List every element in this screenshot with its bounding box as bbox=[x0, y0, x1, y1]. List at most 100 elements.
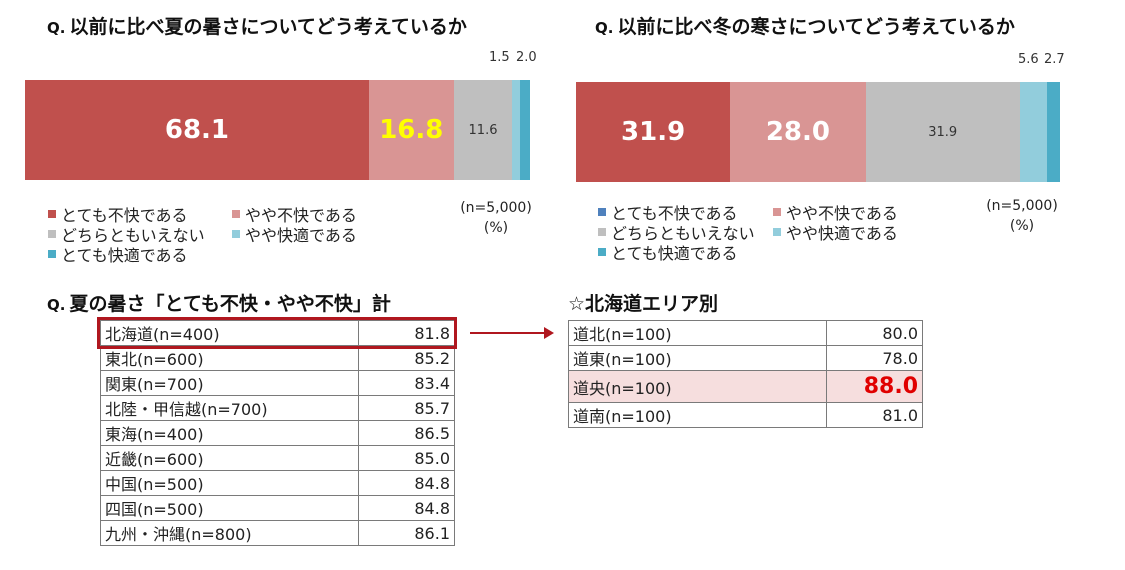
value-cell: 85.2 bbox=[358, 345, 455, 371]
summer-chart-title-prefix: Q. bbox=[47, 19, 66, 37]
winter-unit: (%) bbox=[1009, 218, 1035, 234]
legend-swatch bbox=[48, 230, 56, 238]
region-cell: 近畿(n=600) bbox=[100, 445, 359, 471]
legend-label: とても不快である bbox=[611, 204, 738, 223]
summer-small-label-2: 2.0 bbox=[516, 50, 537, 65]
winter-bar-segment-3 bbox=[1019, 82, 1047, 182]
hokkaido-highlight-box bbox=[97, 317, 457, 349]
summer-chart-title: Q. 以前に比べ夏の暑さについてどう考えているか bbox=[47, 12, 467, 39]
value-cell: 83.4 bbox=[358, 370, 455, 396]
table-row: 中国(n=500) 84.8 bbox=[100, 470, 455, 496]
winter-chart-title-text: 以前に比べ冬の寒さについてどう考えているか bbox=[617, 16, 1015, 38]
table-row: 四国(n=500) 84.8 bbox=[100, 495, 455, 521]
area-cell: 道南(n=100) bbox=[568, 402, 827, 428]
winter-legend-item-neither: どちらともいえない bbox=[598, 220, 755, 244]
summer-stacked-bar: 68.1 16.8 11.6 bbox=[25, 80, 530, 180]
area-cell: 道東(n=100) bbox=[568, 345, 827, 371]
winter-bar-segment-2: 31.9 bbox=[865, 82, 1020, 182]
region-table: 北海道(n=400) 81.8 東北(n=600) 85.2 関東(n=700) 83… bbox=[100, 320, 455, 546]
table-row: 東北(n=600) 85.2 bbox=[100, 345, 455, 371]
summer-bar-segment-3 bbox=[512, 80, 520, 180]
legend-label: とても不快である bbox=[61, 206, 188, 225]
table-row: 関東(n=700) 83.4 bbox=[100, 370, 455, 396]
legend-swatch bbox=[48, 250, 56, 258]
hokkaido-table-title: ☆北海道エリア別 bbox=[568, 289, 718, 316]
value-cell: 80.0 bbox=[826, 320, 923, 346]
summer-legend-item-very-uncomfortable: とても不快である bbox=[48, 202, 188, 226]
summer-bar-segment-4 bbox=[519, 80, 530, 180]
value-cell: 85.0 bbox=[358, 445, 455, 471]
summer-legend-item-somewhat-comfortable: やや快適である bbox=[232, 222, 357, 246]
value-cell: 78.0 bbox=[826, 345, 923, 371]
table-row: 道北(n=100) 80.0 bbox=[568, 320, 923, 346]
summer-sample-size: (n=5,000) bbox=[460, 200, 532, 216]
legend-label: やや快適である bbox=[245, 226, 357, 245]
legend-label: とても快適である bbox=[61, 246, 188, 265]
winter-bar-segment-label-2: 31.9 bbox=[928, 124, 958, 140]
legend-label: やや不快である bbox=[786, 204, 898, 223]
region-cell: 九州・沖縄(n=800) bbox=[100, 520, 359, 546]
region-cell: 四国(n=500) bbox=[100, 495, 359, 521]
area-cell: 道央(n=100) bbox=[568, 370, 827, 403]
table-row: 近畿(n=600) 85.0 bbox=[100, 445, 455, 471]
winter-chart-title-prefix: Q. bbox=[595, 19, 614, 37]
legend-swatch bbox=[598, 208, 606, 216]
summer-bar-segment-1: 16.8 bbox=[368, 80, 454, 180]
summer-bar-segment-label-1: 16.8 bbox=[379, 115, 444, 145]
legend-label: やや快適である bbox=[786, 224, 898, 243]
winter-legend-item-somewhat-comfortable: やや快適である bbox=[773, 220, 898, 244]
legend-label: どちらともいえない bbox=[611, 224, 755, 243]
legend-label: とても快適である bbox=[611, 244, 738, 263]
region-table-title-text: 夏の暑さ「とても不快・やや不快」計 bbox=[69, 293, 391, 315]
value-cell: 81.0 bbox=[826, 402, 923, 428]
winter-bar-segment-0: 31.9 bbox=[576, 82, 731, 182]
winter-legend-item-very-uncomfortable: とても不快である bbox=[598, 200, 738, 224]
value-cell: 86.1 bbox=[358, 520, 455, 546]
legend-swatch bbox=[232, 210, 240, 218]
value-cell: 81.8 bbox=[358, 320, 455, 346]
winter-small-label-1: 5.6 bbox=[1018, 52, 1039, 67]
value-cell: 84.8 bbox=[358, 495, 455, 521]
summer-bar-segment-label-0: 68.1 bbox=[164, 115, 230, 145]
legend-swatch bbox=[598, 228, 606, 236]
region-cell: 北海道(n=400) bbox=[100, 320, 359, 346]
summer-unit: (%) bbox=[483, 220, 509, 236]
region-cell: 中国(n=500) bbox=[100, 470, 359, 496]
legend-swatch bbox=[773, 228, 781, 236]
summer-legend-item-neither: どちらともいえない bbox=[48, 222, 205, 246]
value-cell: 84.8 bbox=[358, 470, 455, 496]
legend-swatch bbox=[232, 230, 240, 238]
region-cell: 東北(n=600) bbox=[100, 345, 359, 371]
summer-small-label-1: 1.5 bbox=[489, 50, 510, 65]
region-cell: 関東(n=700) bbox=[100, 370, 359, 396]
summer-bar-segment-2: 11.6 bbox=[453, 80, 513, 180]
winter-bar-segment-label-0: 31.9 bbox=[621, 117, 686, 147]
value-cell: 86.5 bbox=[358, 420, 455, 446]
table-row: 北陸・甲信越(n=700) 85.7 bbox=[100, 395, 455, 421]
legend-swatch bbox=[773, 208, 781, 216]
summer-bar-segment-0: 68.1 bbox=[25, 80, 369, 180]
winter-small-label-2: 2.7 bbox=[1044, 52, 1065, 67]
summer-legend-item-somewhat-uncomfortable: やや不快である bbox=[232, 202, 357, 226]
winter-bar-segment-label-1: 28.0 bbox=[765, 117, 830, 147]
hokkaido-area-table: 道北(n=100) 80.0 道東(n=100) 78.0 道央(n=100) 88.… bbox=[568, 320, 923, 428]
winter-bar-segment-1: 28.0 bbox=[730, 82, 866, 182]
arrow-right-icon bbox=[544, 327, 554, 339]
summer-chart-title-text: 以前に比べ夏の暑さについてどう考えているか bbox=[69, 16, 467, 38]
table-row: 道南(n=100) 81.0 bbox=[568, 402, 923, 428]
table-row: 北海道(n=400) 81.8 bbox=[100, 320, 455, 346]
legend-label: どちらともいえない bbox=[61, 226, 205, 245]
region-cell: 東海(n=400) bbox=[100, 420, 359, 446]
winter-legend-item-very-comfortable: とても快適である bbox=[598, 240, 738, 264]
value-cell-highlighted: 88.0 bbox=[826, 370, 923, 403]
legend-swatch bbox=[48, 210, 56, 218]
table-row: 九州・沖縄(n=800) 86.1 bbox=[100, 520, 455, 546]
summer-sample-note: (n=5,000) (%) bbox=[456, 198, 536, 238]
summer-legend-item-very-comfortable: とても快適である bbox=[48, 242, 188, 266]
table-row: 東海(n=400) 86.5 bbox=[100, 420, 455, 446]
summer-bar-segment-label-2: 11.6 bbox=[468, 122, 498, 138]
area-cell: 道北(n=100) bbox=[568, 320, 827, 346]
hokkaido-table-title-text: ☆北海道エリア別 bbox=[568, 293, 719, 315]
table-row-highlighted: 道央(n=100) 88.0 bbox=[568, 370, 923, 403]
region-table-title: Q. 夏の暑さ「とても不快・やや不快」計 bbox=[47, 289, 391, 316]
